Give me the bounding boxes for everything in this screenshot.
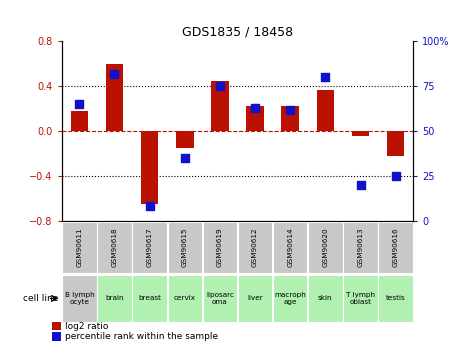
FancyBboxPatch shape: [273, 222, 307, 273]
Point: [216, 83, 224, 89]
FancyBboxPatch shape: [62, 275, 96, 322]
FancyBboxPatch shape: [168, 222, 202, 273]
Bar: [176, 131, 194, 148]
FancyBboxPatch shape: [379, 275, 413, 322]
Text: GSM90620: GSM90620: [323, 228, 328, 267]
FancyBboxPatch shape: [238, 222, 272, 273]
Text: skin: skin: [318, 295, 332, 302]
FancyBboxPatch shape: [343, 222, 378, 273]
FancyBboxPatch shape: [133, 222, 167, 273]
FancyBboxPatch shape: [343, 275, 378, 322]
Point: [181, 155, 189, 161]
FancyBboxPatch shape: [62, 222, 96, 273]
Point: [76, 101, 83, 107]
FancyBboxPatch shape: [238, 275, 272, 322]
FancyBboxPatch shape: [308, 275, 342, 322]
FancyBboxPatch shape: [203, 222, 237, 273]
Text: percentile rank within the sample: percentile rank within the sample: [65, 332, 218, 341]
Bar: [211, 81, 228, 131]
Text: liposarc
oma: liposarc oma: [206, 292, 234, 305]
Text: GSM90611: GSM90611: [76, 228, 82, 267]
Text: B lymph
ocyte: B lymph ocyte: [65, 292, 94, 305]
Text: GSM90618: GSM90618: [112, 228, 117, 267]
FancyBboxPatch shape: [379, 222, 413, 273]
Bar: [71, 111, 88, 131]
Text: breast: breast: [138, 295, 161, 302]
FancyBboxPatch shape: [133, 275, 167, 322]
Text: T lymph
oblast: T lymph oblast: [346, 292, 375, 305]
Point: [286, 107, 294, 112]
Bar: [105, 64, 124, 131]
FancyBboxPatch shape: [97, 275, 132, 322]
Text: GSM90613: GSM90613: [358, 228, 363, 267]
FancyBboxPatch shape: [168, 275, 202, 322]
Bar: [281, 106, 299, 131]
Point: [392, 173, 399, 179]
Point: [322, 75, 329, 80]
Text: cell line: cell line: [23, 294, 61, 303]
Bar: [52, 332, 61, 341]
Bar: [316, 90, 334, 131]
Bar: [352, 131, 369, 136]
FancyBboxPatch shape: [203, 275, 237, 322]
Text: liver: liver: [247, 295, 263, 302]
Text: cervix: cervix: [174, 295, 196, 302]
Point: [111, 71, 118, 77]
Text: log2 ratio: log2 ratio: [65, 322, 108, 331]
Text: brain: brain: [105, 295, 124, 302]
FancyBboxPatch shape: [273, 275, 307, 322]
Point: [251, 105, 259, 110]
Bar: [387, 131, 404, 156]
Bar: [141, 131, 158, 204]
Text: macroph
age: macroph age: [275, 292, 306, 305]
Bar: [247, 106, 264, 131]
Text: GSM90616: GSM90616: [393, 228, 399, 267]
Text: GSM90617: GSM90617: [147, 228, 152, 267]
Text: GSM90614: GSM90614: [287, 228, 293, 267]
Point: [146, 204, 153, 209]
Bar: [52, 322, 61, 330]
FancyBboxPatch shape: [308, 222, 342, 273]
Title: GDS1835 / 18458: GDS1835 / 18458: [182, 26, 293, 39]
Point: [357, 182, 364, 188]
Text: testis: testis: [386, 295, 406, 302]
FancyBboxPatch shape: [97, 222, 132, 273]
Text: GSM90615: GSM90615: [182, 228, 188, 267]
Text: GSM90612: GSM90612: [252, 228, 258, 267]
Text: GSM90619: GSM90619: [217, 228, 223, 267]
